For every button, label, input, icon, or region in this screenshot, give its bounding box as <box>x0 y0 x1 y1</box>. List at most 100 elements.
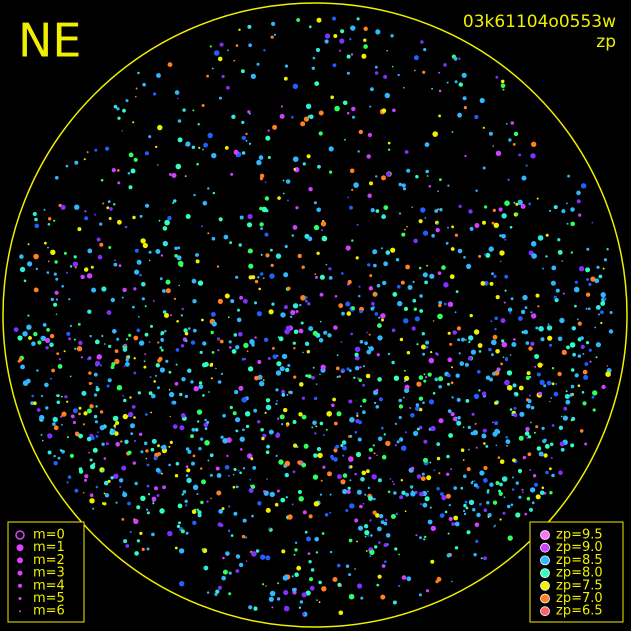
star <box>384 560 387 563</box>
star <box>494 421 499 426</box>
star <box>428 185 432 188</box>
star <box>73 338 76 341</box>
star <box>370 534 373 537</box>
star <box>111 168 116 173</box>
star <box>436 487 440 491</box>
star <box>544 444 550 449</box>
star <box>579 429 584 433</box>
star <box>134 481 138 486</box>
star <box>382 280 387 286</box>
star <box>498 207 503 212</box>
star <box>265 135 271 141</box>
star <box>346 311 352 316</box>
star <box>311 375 315 380</box>
star <box>517 199 523 205</box>
star <box>257 501 262 506</box>
star <box>214 592 218 597</box>
star <box>275 370 282 376</box>
star <box>221 575 226 581</box>
zp-label: zp=9.0 <box>556 540 603 555</box>
star <box>336 354 339 356</box>
star <box>530 405 535 410</box>
star <box>260 272 264 276</box>
magnitude-label: m=3 <box>33 566 65 581</box>
star <box>528 346 533 351</box>
star <box>500 79 505 84</box>
star <box>54 290 59 295</box>
star <box>211 152 217 159</box>
star <box>349 435 352 437</box>
star <box>445 493 451 499</box>
star <box>219 523 224 528</box>
star <box>358 129 363 135</box>
star <box>566 222 569 225</box>
star <box>458 82 463 87</box>
star <box>392 480 394 483</box>
star <box>356 540 358 543</box>
star <box>285 367 290 373</box>
star <box>456 326 461 331</box>
star <box>358 420 362 425</box>
star <box>254 375 259 381</box>
star <box>504 200 510 206</box>
star <box>156 73 161 78</box>
star <box>309 585 315 591</box>
star <box>473 329 480 335</box>
star <box>499 250 505 256</box>
star <box>146 511 150 515</box>
star <box>357 150 360 153</box>
star <box>76 346 83 352</box>
star <box>282 192 285 195</box>
star <box>287 364 291 367</box>
star <box>401 575 407 580</box>
star <box>482 166 486 170</box>
star <box>217 380 222 384</box>
star <box>197 123 200 126</box>
star <box>238 562 244 568</box>
star <box>464 362 469 367</box>
star <box>488 246 494 252</box>
star <box>504 274 509 279</box>
magnitude-label: m=4 <box>33 578 65 593</box>
star <box>351 188 354 191</box>
star <box>314 273 317 275</box>
star <box>117 169 120 172</box>
star <box>66 481 69 484</box>
star <box>69 324 72 327</box>
star <box>585 341 590 345</box>
star <box>375 209 380 213</box>
star <box>349 465 353 469</box>
star <box>53 219 56 222</box>
star <box>47 260 50 263</box>
star <box>458 352 461 355</box>
star <box>403 379 407 383</box>
star <box>409 485 414 489</box>
star <box>413 238 418 244</box>
star <box>386 171 392 177</box>
star <box>211 236 216 241</box>
star <box>501 234 506 239</box>
star <box>268 309 274 315</box>
star <box>372 510 377 515</box>
star <box>89 458 93 462</box>
star <box>501 339 505 343</box>
star <box>486 501 490 505</box>
star <box>133 518 136 521</box>
star <box>271 21 276 26</box>
star <box>255 549 260 553</box>
star <box>366 349 372 355</box>
star <box>495 444 498 447</box>
star <box>131 405 136 409</box>
star <box>61 423 63 426</box>
star <box>341 311 345 316</box>
star <box>152 300 155 302</box>
star <box>190 434 194 439</box>
star <box>201 318 204 322</box>
star <box>557 250 563 255</box>
star <box>184 394 189 399</box>
star <box>436 576 442 582</box>
star <box>116 107 120 111</box>
star <box>313 501 320 507</box>
star <box>222 569 228 575</box>
star <box>446 81 449 84</box>
